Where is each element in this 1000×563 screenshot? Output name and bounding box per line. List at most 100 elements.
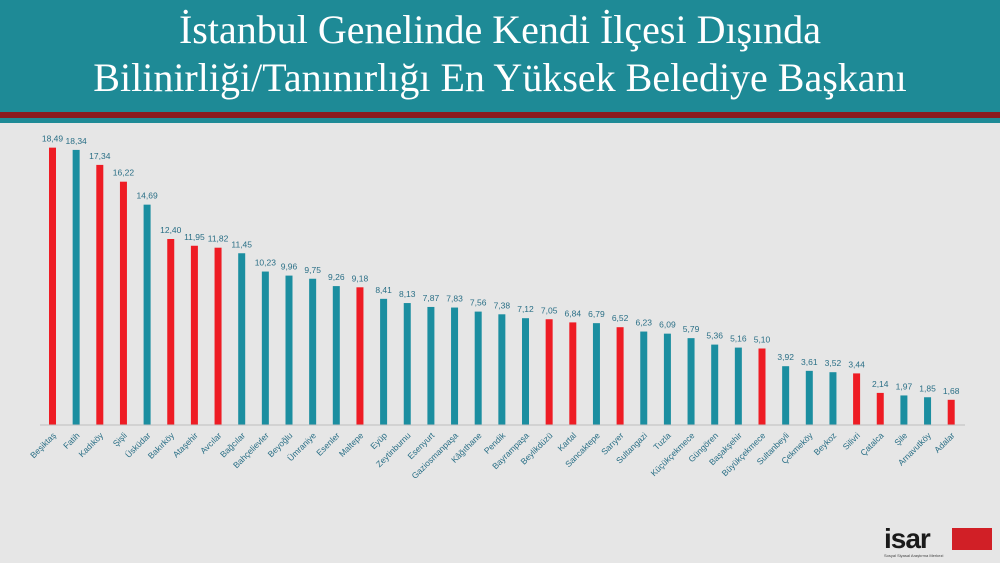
- value-label-3: 16,22: [113, 168, 135, 178]
- value-label-9: 10,23: [255, 258, 277, 268]
- value-label-19: 7,38: [494, 300, 511, 310]
- bar-31: [782, 366, 790, 425]
- value-label-7: 11,82: [208, 234, 229, 244]
- bar-33: [829, 372, 837, 425]
- value-label-2: 17,34: [89, 151, 111, 161]
- value-label-38: 1,68: [943, 386, 960, 396]
- category-label-2: Kadıköy: [76, 430, 105, 459]
- bar-20: [522, 318, 529, 425]
- value-label-14: 8,41: [375, 285, 392, 295]
- bar-36: [900, 395, 908, 425]
- title-line-1: İstanbul Genelinde Kendi İlçesi Dışında: [178, 7, 822, 52]
- value-label-21: 7,05: [541, 305, 558, 315]
- category-label-35: Çatalca: [858, 430, 886, 458]
- value-label-12: 9,26: [328, 272, 345, 282]
- category-label-6: Ataşehir: [171, 430, 200, 459]
- bar-11: [309, 278, 317, 425]
- bar-32: [805, 370, 813, 425]
- value-label-4: 14,69: [136, 191, 158, 201]
- bar-0: [49, 147, 56, 425]
- value-label-29: 5,16: [730, 334, 747, 344]
- bar-28: [711, 344, 719, 425]
- bar-21: [545, 319, 553, 425]
- value-label-25: 6,23: [635, 318, 652, 328]
- bar-9: [261, 271, 269, 425]
- value-label-8: 11,45: [231, 239, 252, 249]
- header-banner: İstanbul Genelinde Kendi İlçesi Dışında …: [0, 0, 1000, 112]
- value-label-27: 5,79: [683, 324, 700, 334]
- value-label-28: 5,36: [706, 331, 723, 341]
- category-label-13: Maltepe: [337, 430, 366, 459]
- value-label-24: 6,52: [612, 313, 629, 323]
- value-label-20: 7,12: [517, 304, 534, 314]
- bar-29: [734, 347, 742, 425]
- category-label-5: Bakırköy: [146, 430, 177, 461]
- value-label-34: 3,44: [848, 359, 865, 369]
- value-label-11: 9,75: [304, 265, 321, 275]
- value-label-32: 3,61: [801, 357, 818, 367]
- value-label-35: 2,14: [872, 379, 889, 389]
- isar-logo: isar Sosyal Siyasal Araştırma Merkezi: [884, 524, 994, 560]
- bar-17: [451, 307, 459, 425]
- bars-group: [49, 147, 955, 425]
- category-label-3: Şişli: [111, 430, 129, 448]
- bar-37: [924, 397, 932, 425]
- value-label-33: 3,52: [825, 358, 842, 368]
- bar-16: [427, 306, 435, 425]
- value-label-23: 6,79: [588, 309, 605, 319]
- category-label-14: Eyüp: [368, 430, 389, 451]
- bar-23: [592, 323, 600, 425]
- value-label-18: 7,56: [470, 298, 487, 308]
- bar-26: [663, 333, 671, 425]
- category-label-0: Beşiktaş: [28, 430, 58, 460]
- page-title: İstanbul Genelinde Kendi İlçesi Dışında …: [0, 6, 1000, 102]
- value-label-6: 11,95: [184, 232, 205, 242]
- bar-22: [569, 322, 577, 425]
- bar-18: [474, 311, 482, 425]
- bar-19: [498, 314, 506, 425]
- value-label-30: 5,10: [754, 335, 771, 345]
- category-label-34: Silivri: [841, 430, 863, 452]
- bar-15: [403, 303, 411, 425]
- bar-30: [758, 348, 766, 425]
- value-label-31: 3,92: [777, 352, 794, 362]
- bar-12: [332, 286, 340, 425]
- logo-red-box: [952, 528, 992, 550]
- value-label-36: 1,97: [896, 381, 913, 391]
- title-line-2: Bilinirliği/Tanınırlığı En Yüksek Beledi…: [93, 55, 907, 100]
- value-label-17: 7,83: [446, 294, 463, 304]
- value-label-26: 6,09: [659, 320, 676, 330]
- category-label-1: Fatih: [61, 430, 82, 451]
- value-label-22: 6,84: [565, 308, 582, 318]
- bar-27: [687, 338, 695, 425]
- bar-38: [947, 399, 955, 425]
- value-label-37: 1,85: [919, 383, 936, 393]
- bar-5: [167, 239, 175, 425]
- category-label-33: Beykoz: [812, 430, 839, 457]
- bar-8: [238, 253, 246, 425]
- bar-10: [285, 275, 293, 425]
- bar-6: [190, 245, 198, 425]
- value-label-13: 9,18: [352, 273, 369, 283]
- header-stripe-teal: [0, 118, 1000, 123]
- logo-subtitle: Sosyal Siyasal Araştırma Merkezi: [884, 553, 944, 558]
- bar-4: [143, 204, 151, 425]
- bar-34: [853, 373, 861, 425]
- bar-1: [72, 149, 80, 425]
- bar-24: [616, 327, 624, 425]
- value-label-0: 18,49: [42, 134, 64, 144]
- value-label-10: 9,96: [281, 262, 298, 272]
- bar-35: [876, 392, 884, 425]
- bar-14: [380, 298, 388, 425]
- bar-3: [119, 181, 127, 425]
- value-label-5: 12,40: [160, 225, 182, 235]
- value-label-15: 8,13: [399, 289, 416, 299]
- bar-25: [640, 331, 648, 425]
- bar-7: [214, 247, 222, 425]
- header-stripe-red: [0, 112, 1000, 118]
- bar-2: [96, 164, 104, 425]
- bar-13: [356, 287, 364, 425]
